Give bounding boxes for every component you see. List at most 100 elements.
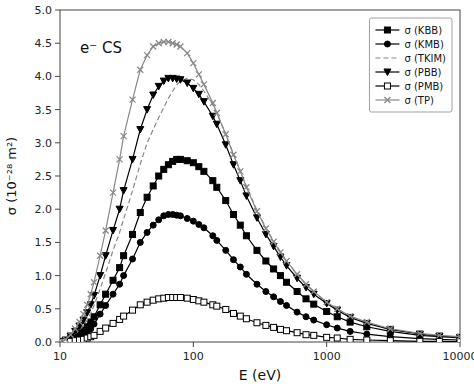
y-tick bbox=[55, 342, 60, 343]
marker-circle bbox=[121, 273, 127, 279]
marker-x bbox=[303, 281, 309, 287]
marker-square bbox=[311, 301, 317, 307]
marker-x bbox=[137, 67, 143, 73]
marker-triangle bbox=[200, 99, 207, 106]
marker-x bbox=[457, 334, 460, 340]
marker-square-open bbox=[294, 330, 300, 336]
series-line bbox=[60, 78, 460, 342]
marker-square-open bbox=[201, 299, 207, 305]
marker-circle bbox=[103, 302, 109, 308]
y-tick bbox=[55, 109, 60, 110]
marker-x bbox=[84, 302, 90, 308]
x-tick-label: 10000 bbox=[443, 350, 474, 363]
marker-x bbox=[201, 81, 207, 87]
y-tick bbox=[55, 10, 60, 11]
legend-label: σ (KBB) bbox=[404, 25, 442, 36]
marker-x bbox=[144, 52, 150, 58]
marker-square-open bbox=[121, 313, 127, 319]
y-tick bbox=[55, 209, 60, 210]
legend-item: σ (KBB) bbox=[375, 25, 442, 36]
marker-circle bbox=[150, 222, 156, 228]
marker-square-open bbox=[311, 332, 317, 338]
marker-circle bbox=[384, 41, 390, 47]
marker-square-open bbox=[177, 295, 183, 301]
marker-square-open bbox=[230, 310, 236, 316]
marker-x bbox=[184, 50, 190, 56]
marker-x bbox=[230, 152, 236, 158]
marker-x bbox=[223, 131, 229, 137]
marker-circle bbox=[311, 317, 317, 323]
marker-square bbox=[230, 212, 236, 218]
marker-x bbox=[190, 60, 196, 66]
marker-triangle bbox=[195, 91, 202, 98]
marker-triangle bbox=[177, 77, 184, 84]
marker-triangle bbox=[150, 92, 157, 99]
y-tick-label: 3.0 bbox=[35, 137, 53, 150]
marker-x bbox=[277, 249, 283, 255]
marker-circle bbox=[277, 298, 283, 304]
marker-x bbox=[210, 100, 216, 106]
marker-square-open bbox=[364, 337, 370, 342]
marker-x bbox=[417, 330, 423, 336]
marker-triangle bbox=[416, 331, 423, 338]
marker-circle bbox=[144, 229, 150, 235]
y-tick bbox=[55, 43, 60, 44]
legend-item: σ (PBB) bbox=[375, 67, 441, 78]
marker-square-open bbox=[334, 335, 340, 341]
series bbox=[60, 156, 460, 342]
marker-square-open bbox=[347, 336, 353, 342]
marker-triangle bbox=[303, 285, 310, 292]
x-tick-label: 1000 bbox=[313, 350, 341, 363]
marker-square-open bbox=[223, 306, 229, 312]
plot-frame bbox=[60, 10, 460, 342]
marker-x bbox=[311, 289, 317, 295]
marker-square bbox=[110, 277, 116, 283]
marker-square bbox=[210, 178, 216, 184]
legend-label: σ (KMB) bbox=[404, 39, 443, 50]
marker-x bbox=[436, 332, 442, 338]
marker-triangle bbox=[222, 142, 229, 149]
legend-item: σ (TKIM) bbox=[375, 53, 446, 64]
marker-square bbox=[130, 231, 136, 237]
marker-square bbox=[254, 247, 260, 253]
marker-square bbox=[284, 279, 290, 285]
marker-triangle bbox=[384, 69, 391, 76]
marker-square-open bbox=[254, 320, 260, 326]
marker-x bbox=[364, 319, 370, 325]
marker-circle bbox=[294, 309, 300, 315]
marker-square-open bbox=[103, 325, 109, 331]
marker-square bbox=[103, 291, 109, 297]
marker-square bbox=[271, 266, 277, 272]
chart: 0.00.51.01.52.02.53.03.54.04.55.01010010… bbox=[0, 0, 474, 388]
marker-square bbox=[243, 233, 249, 239]
marker-circle bbox=[130, 256, 136, 262]
legend-box bbox=[369, 18, 452, 112]
series bbox=[60, 295, 460, 342]
marker-circle bbox=[110, 291, 116, 297]
marker-square-open bbox=[214, 303, 220, 309]
marker-circle bbox=[271, 294, 277, 300]
marker-square bbox=[201, 168, 207, 174]
legend-item: σ (TP) bbox=[375, 95, 434, 106]
x-tick bbox=[326, 342, 327, 347]
marker-square bbox=[214, 184, 220, 190]
marker-x bbox=[68, 332, 74, 338]
marker-x bbox=[254, 208, 260, 214]
marker-triangle bbox=[137, 127, 144, 134]
marker-circle bbox=[91, 321, 97, 327]
marker-square bbox=[277, 273, 283, 279]
marker-x bbox=[117, 156, 123, 162]
marker-square bbox=[384, 27, 390, 33]
y-tick bbox=[55, 308, 60, 309]
marker-x bbox=[91, 279, 97, 285]
y-tick-label: 0.5 bbox=[35, 303, 53, 316]
marker-triangle bbox=[230, 162, 237, 169]
marker-square bbox=[184, 158, 190, 164]
y-tick bbox=[55, 142, 60, 143]
y-tick-label: 2.5 bbox=[35, 170, 53, 183]
marker-triangle bbox=[120, 188, 127, 195]
legend-sample-line bbox=[375, 57, 399, 58]
marker-square-open bbox=[263, 322, 269, 328]
marker-x bbox=[347, 313, 353, 319]
background bbox=[0, 0, 474, 388]
